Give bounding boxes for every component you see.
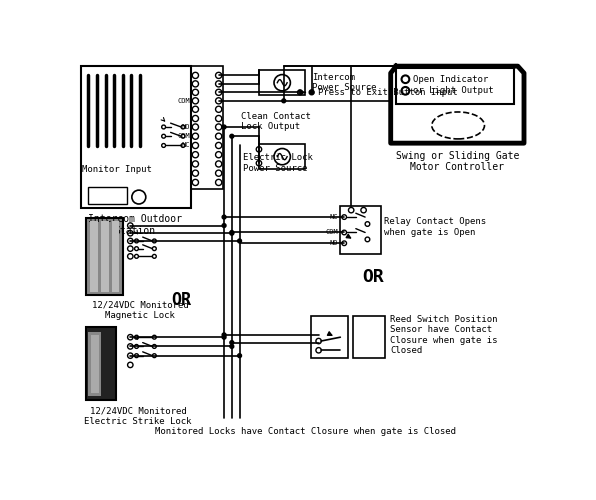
Bar [191,66,224,190]
Circle shape [230,340,234,344]
Bar [396,68,514,104]
Bar [101,221,108,292]
Bar [111,221,119,292]
Text: COM: COM [325,230,338,235]
Text: OR: OR [362,268,384,286]
Circle shape [238,239,241,243]
Text: 12/24VDC Monitored
Electric Strike Lock: 12/24VDC Monitored Electric Strike Lock [84,406,192,426]
Text: NO: NO [330,240,338,246]
Polygon shape [391,66,524,143]
Text: Intercom
Power Source: Intercom Power Source [312,72,376,92]
Text: Relay Contact Opens
when gate is Open: Relay Contact Opens when gate is Open [384,218,486,237]
Bar [80,66,191,208]
Text: NO: NO [181,124,190,130]
Circle shape [222,125,226,129]
Bar [91,335,98,392]
Circle shape [222,333,226,337]
Bar [86,218,123,295]
Text: OR: OR [172,291,191,309]
Circle shape [230,230,234,234]
Circle shape [222,215,226,219]
Bar [90,221,98,292]
Text: Intercom Outdoor
Station: Intercom Outdoor Station [88,214,182,236]
Text: NC: NC [330,214,338,220]
Text: Press to Exit Button Input: Press to Exit Button Input [318,88,458,97]
Circle shape [222,336,226,339]
Circle shape [238,354,241,358]
Text: Open Indicator: Open Indicator [413,74,489,84]
Bar [86,327,116,400]
Text: NC: NC [181,142,190,148]
Bar [259,70,305,96]
Circle shape [222,224,226,228]
Bar [259,144,305,170]
Text: Reed Switch Position
Sensor have Contact
Closure when gate is
Closed: Reed Switch Position Sensor have Contact… [390,315,498,355]
Bar [88,332,101,396]
Circle shape [230,344,234,348]
Circle shape [230,134,234,138]
Text: Monitor Input: Monitor Input [82,165,152,174]
Bar [311,316,348,358]
Text: Swing or Sliding Gate
Motor Controller: Swing or Sliding Gate Motor Controller [396,151,519,172]
Text: Monitored Locks have Contact Closure when gate is Closed: Monitored Locks have Contact Closure whe… [155,426,456,436]
Text: or Light Output: or Light Output [413,86,494,96]
Text: 12/24VDC Monitored
Magnetic Lock: 12/24VDC Monitored Magnetic Lock [92,300,189,320]
Bar [340,206,381,254]
Bar [353,316,385,358]
Circle shape [230,232,234,235]
Bar [88,187,127,204]
Text: COM: COM [177,133,190,139]
Text: Clean Contact
Lock Output: Clean Contact Lock Output [241,112,311,132]
Circle shape [282,99,285,102]
Text: Electric Lock
Power Source: Electric Lock Power Source [243,154,313,173]
Text: COM: COM [177,98,190,104]
Circle shape [310,90,313,94]
